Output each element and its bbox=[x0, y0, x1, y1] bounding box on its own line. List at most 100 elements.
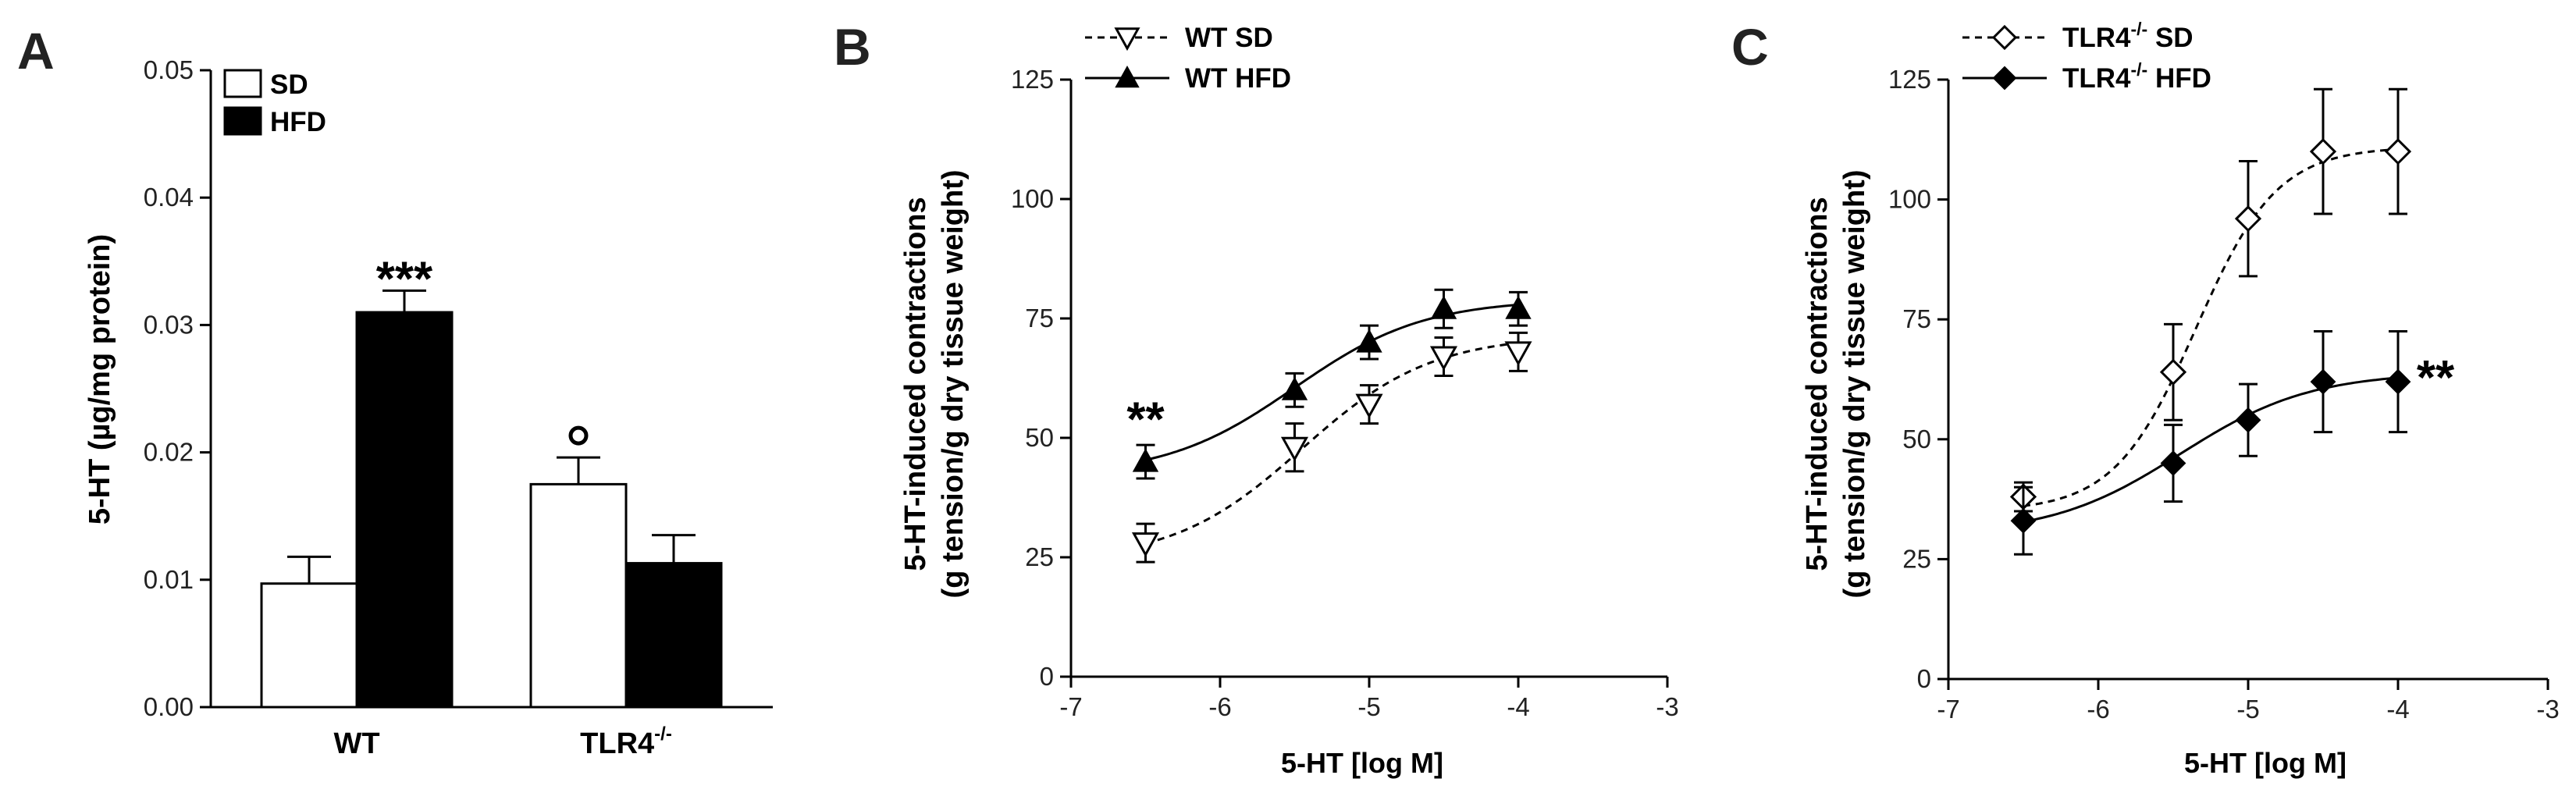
panel-c-legend-label: TLR4-/- HFD bbox=[2062, 59, 2211, 94]
panel-b-legend-name: WT SD bbox=[1185, 23, 1273, 53]
panel-b-series-2 bbox=[1132, 288, 1532, 480]
panel-a-legend-label: SD bbox=[270, 69, 308, 100]
panel-c-legend-name: TLR4 bbox=[2062, 63, 2131, 94]
panel-b-x-tick-label: -5 bbox=[1357, 692, 1380, 721]
panel-b-y-tick-label: 75 bbox=[1025, 304, 1054, 332]
panel-c-y-tick-label: 50 bbox=[1902, 425, 1931, 453]
panel-a-legend-swatch bbox=[223, 69, 262, 98]
panel-a-category-label: TLR4-/- bbox=[580, 724, 672, 760]
panel-b-series-1 bbox=[1131, 331, 1532, 564]
panel-c-data-point bbox=[2384, 138, 2412, 165]
panel-b-y-axis-label-line2: (g tension/g dry tissue weight) bbox=[937, 170, 970, 599]
panel-b-line-chart: B 5-HT-induced contractions (g tension/g… bbox=[834, 18, 1679, 779]
panel-b-data-point bbox=[1280, 436, 1309, 462]
panel-c-data-point bbox=[2159, 358, 2187, 386]
panel-b-x-tick-label: -3 bbox=[1656, 692, 1678, 721]
panel-b-plot-area: 0 25 50 75 100 125 -7 -6 -5 -4 -3 WT SD WT HFD ** bbox=[1011, 23, 1679, 721]
panel-b-y-tick-label: 25 bbox=[1025, 542, 1054, 571]
panel-c-x-tick-label: -6 bbox=[2087, 695, 2109, 724]
panel-c-legend-suffix: SD bbox=[2147, 23, 2193, 53]
panel-a-y-tick-label: 0.01 bbox=[144, 565, 194, 594]
panel-a-category-label: WT bbox=[333, 727, 379, 760]
panel-a-y-ticks: 0.00 0.01 0.02 0.03 0.04 0.05 bbox=[144, 55, 211, 721]
panel-c-legend-marker bbox=[1991, 24, 2018, 51]
panel-b-fit-curve bbox=[1145, 341, 1519, 545]
panel-b-data-point bbox=[1281, 376, 1308, 400]
panel-b-y-tick-label: 50 bbox=[1025, 423, 1054, 452]
panel-a-y-tick-label: 0.05 bbox=[144, 55, 194, 84]
panel-a-annotations: *** bbox=[376, 252, 589, 446]
panel-a-legend: SD HFD bbox=[223, 69, 326, 137]
panel-c-legend-superscript: -/- bbox=[2131, 59, 2148, 80]
panel-b-x-tick-label: -6 bbox=[1208, 692, 1231, 721]
panel-letter-b: B bbox=[834, 18, 871, 76]
panel-a-y-tick-label: 0.02 bbox=[144, 438, 194, 467]
panel-c-fit-curve bbox=[2023, 148, 2399, 507]
panel-letter-c: C bbox=[1731, 18, 1769, 76]
panel-a-bars bbox=[260, 289, 723, 709]
panel-b-x-axis-label: 5-HT [log M] bbox=[1281, 747, 1443, 779]
panel-c-y-tick-label: 100 bbox=[1888, 185, 1931, 214]
panel-b-data-point bbox=[1429, 346, 1458, 372]
panel-b-data-point bbox=[1355, 393, 1383, 419]
panel-c-legend-name: TLR4 bbox=[2062, 23, 2131, 53]
panel-c-y-axis-label-line2: (g tension/g dry tissue weight) bbox=[1838, 170, 1871, 599]
panel-c-series-2 bbox=[2010, 330, 2411, 556]
panel-a-category-name: TLR4 bbox=[580, 727, 654, 760]
panel-b-data-point bbox=[1505, 295, 1532, 319]
panel-c-y-tick-label: 25 bbox=[1902, 544, 1931, 573]
panel-a-legend-label: HFD bbox=[270, 107, 326, 137]
panel-c-legend-suffix: HFD bbox=[2147, 63, 2211, 94]
panel-b-significance-marker: ** bbox=[1126, 393, 1165, 447]
panel-c-y-tick-label: 125 bbox=[1888, 65, 1931, 94]
panel-a-category-superscript: -/- bbox=[654, 724, 672, 745]
panel-b-data-point bbox=[1131, 532, 1160, 557]
panel-c-legend-marker bbox=[1992, 66, 2017, 91]
panel-b-data-point bbox=[1356, 329, 1382, 353]
panel-b-data-point bbox=[1430, 295, 1457, 319]
panel-b-legend-label: WT HFD bbox=[1185, 63, 1291, 94]
panel-letter-a: A bbox=[17, 22, 55, 80]
panel-b-x-tick-label: -4 bbox=[1507, 692, 1529, 721]
panel-c-significance-marker: ** bbox=[2417, 351, 2455, 405]
panel-a-categories: WT TLR4-/- bbox=[333, 724, 671, 760]
panel-a-y-tick-label: 0.00 bbox=[144, 692, 194, 721]
panel-a-bar bbox=[624, 562, 723, 709]
panel-c-data-point bbox=[2010, 507, 2037, 534]
panel-c-line-chart: C 5-HT-induced contractions (g tension/g… bbox=[1731, 18, 2560, 779]
panel-a-bar bbox=[355, 311, 454, 709]
panel-b-y-tick-label: 0 bbox=[1040, 662, 1054, 691]
panel-b-legend-marker bbox=[1115, 65, 1140, 88]
panel-b-data-point bbox=[1132, 448, 1159, 472]
panel-b-y-tick-label: 125 bbox=[1011, 65, 1054, 94]
panel-b-legend-label: WT SD bbox=[1185, 23, 1273, 53]
panel-a-y-tick-label: 0.03 bbox=[144, 310, 194, 339]
panel-c-series-1 bbox=[2009, 87, 2412, 513]
panel-b-legend-marker bbox=[1114, 27, 1140, 52]
panel-c-x-tick-label: -5 bbox=[2236, 695, 2259, 724]
panel-a-category-name: WT bbox=[333, 727, 379, 760]
panel-b-y-axis-label-line1: 5-HT-induced contractions bbox=[899, 197, 932, 571]
panel-b-legend-name: WT HFD bbox=[1185, 63, 1291, 94]
panel-a-bar bbox=[529, 482, 628, 709]
panel-b-data-point bbox=[1504, 341, 1532, 366]
panel-c-data-point bbox=[2309, 138, 2337, 165]
panel-a-legend-swatch bbox=[223, 106, 262, 136]
panel-b-y-tick-label: 100 bbox=[1011, 184, 1054, 213]
panel-b-fit-curve bbox=[1145, 304, 1519, 461]
panel-c-data-point bbox=[2385, 368, 2411, 395]
panel-c-x-tick-label: -7 bbox=[1937, 695, 1959, 724]
panel-c-y-axis-label-line1: 5-HT-induced contractions bbox=[1801, 197, 1834, 571]
panel-c-y-tick-label: 75 bbox=[1902, 304, 1931, 333]
panel-c-x-axis-label: 5-HT [log M] bbox=[2184, 747, 2347, 779]
panel-c-data-point bbox=[2310, 368, 2336, 395]
panel-c-fit-curve bbox=[2023, 376, 2399, 524]
panel-b-x-tick-label: -7 bbox=[1059, 692, 1082, 721]
panel-a-significance-circle bbox=[568, 425, 589, 446]
panel-c-x-tick-label: -4 bbox=[2386, 695, 2409, 724]
panel-a-y-tick-label: 0.04 bbox=[144, 183, 194, 212]
panel-a-y-axis-label: 5-HT (µg/mg protein) bbox=[84, 234, 116, 524]
panel-c-x-tick-label: -3 bbox=[2536, 695, 2559, 724]
